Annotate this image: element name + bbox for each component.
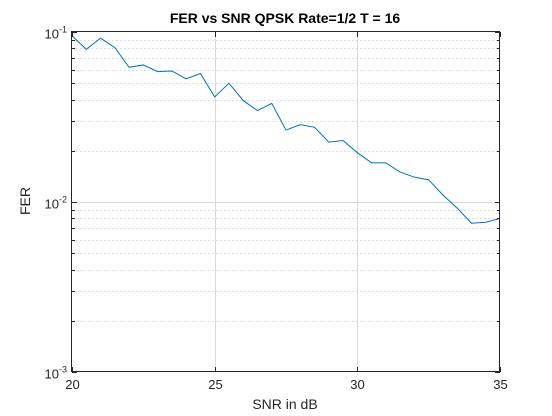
plot-frame xyxy=(71,31,500,372)
y-tick-label: 10-1 xyxy=(45,25,67,42)
x-axis-label: SNR in dB xyxy=(252,396,317,412)
x-tick-label: 30 xyxy=(350,377,364,392)
x-tick-label: 25 xyxy=(208,377,222,392)
series-line-0 xyxy=(71,35,501,224)
y-axis-label: FER xyxy=(17,187,33,215)
y-tick-labels: 10-3 10-2 10-1 xyxy=(45,25,67,382)
y-tick-label: 10-2 xyxy=(45,195,67,212)
x-tick-labels: 20 25 30 35 xyxy=(65,377,507,392)
ticks xyxy=(72,32,501,373)
x-tick-label: 20 xyxy=(65,377,79,392)
chart-title: FER vs SNR QPSK Rate=1/2 T = 16 xyxy=(170,10,401,26)
x-tick-label: 35 xyxy=(493,377,507,392)
y-tick-label: 10-3 xyxy=(45,365,67,382)
grid xyxy=(72,32,500,372)
series-group xyxy=(71,35,501,224)
